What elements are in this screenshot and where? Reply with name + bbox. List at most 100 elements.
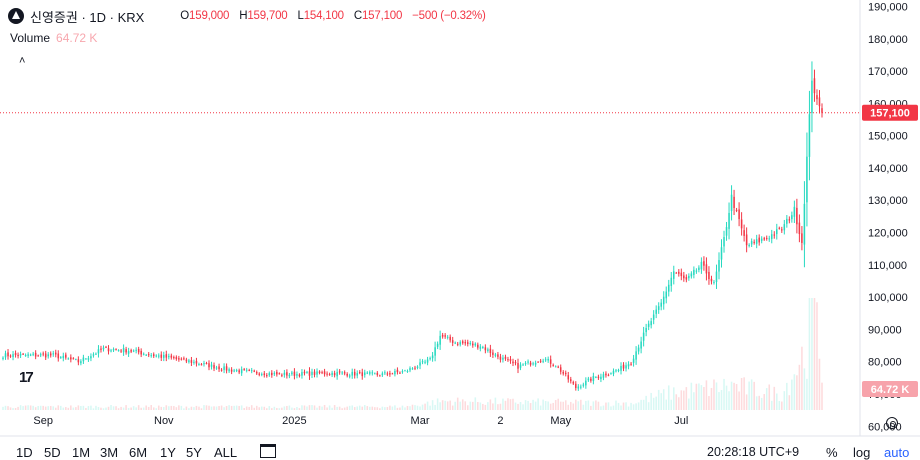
volume-bar — [180, 405, 183, 410]
candle-body — [552, 364, 554, 366]
price-axis[interactable]: 60,00070,00080,00090,000100,000110,00012… — [868, 1, 908, 433]
candle — [150, 353, 153, 358]
range-all-button[interactable]: ALL — [214, 445, 238, 460]
candle — [351, 368, 353, 379]
volume-bar — [346, 406, 348, 410]
candle — [436, 341, 439, 350]
volume-bar — [250, 405, 253, 410]
volume-bar — [54, 407, 57, 410]
candle — [356, 370, 359, 379]
candle-body — [740, 219, 743, 229]
settings-gear-icon[interactable] — [886, 417, 898, 429]
volume-bar — [693, 392, 695, 410]
candle-body — [690, 273, 693, 277]
time-axis[interactable]: Sep Nov 2025 Mar 2 May Jul — [33, 415, 688, 427]
candle — [466, 339, 469, 347]
high-value: 159,700 — [247, 10, 288, 22]
volume-bar — [708, 396, 710, 410]
price-tick-label: 110,000 — [868, 260, 907, 272]
candle-body — [210, 364, 213, 367]
candle-body — [391, 373, 394, 375]
range-5d-button[interactable]: 5D — [44, 445, 61, 460]
candle — [600, 373, 602, 383]
volume-bar — [640, 399, 642, 410]
range-5y-button[interactable]: 5Y — [186, 445, 202, 460]
candle — [195, 357, 198, 367]
volume-bar — [271, 408, 273, 410]
percent-scale-button[interactable]: % — [826, 445, 838, 460]
volume-bar — [230, 405, 233, 410]
candle — [821, 103, 823, 118]
candle-body — [612, 370, 615, 374]
volume-bar — [115, 406, 117, 410]
log-scale-button[interactable]: log — [853, 445, 871, 460]
collapse-legend-icon[interactable]: ˄ — [19, 55, 26, 67]
candle — [537, 361, 539, 363]
candle-body — [255, 371, 258, 374]
candle — [710, 275, 713, 285]
candle — [374, 372, 376, 375]
volume-bar — [411, 404, 414, 410]
range-6m-button[interactable]: 6M — [129, 445, 148, 460]
candle — [788, 216, 791, 224]
volume-bar — [728, 391, 730, 410]
candle — [755, 234, 758, 249]
price-tick-label: 150,000 — [868, 131, 908, 143]
candle — [559, 364, 562, 375]
volume-bar — [600, 406, 602, 410]
symbol-title[interactable]: 신영증권 · 1D · KRX — [30, 9, 145, 25]
volume-bar — [793, 374, 796, 410]
change-value: −500 (−0.32%) — [412, 10, 486, 22]
volume-bar — [371, 406, 374, 410]
range-1d-button[interactable]: 1D — [16, 445, 33, 460]
candle — [326, 371, 328, 377]
candle-body — [168, 356, 170, 358]
candle — [778, 226, 781, 230]
price-tick-label: 80,000 — [868, 357, 902, 369]
candle — [353, 368, 356, 379]
volume-bar — [524, 400, 527, 410]
candle — [675, 271, 678, 274]
volume-bar — [273, 406, 276, 410]
candle-body — [718, 260, 720, 272]
candle — [245, 367, 248, 373]
volume-bar — [559, 401, 562, 410]
volume-bar — [243, 407, 245, 410]
candle-body — [472, 343, 474, 346]
range-1m-button[interactable]: 1M — [72, 445, 91, 460]
volume-bar — [632, 404, 635, 410]
candle-body — [459, 342, 462, 345]
candle — [39, 352, 42, 358]
volume-bar — [808, 298, 811, 410]
candle-body — [198, 364, 200, 366]
candle — [720, 239, 723, 268]
range-1y-button[interactable]: 1Y — [160, 445, 176, 460]
volume-bar — [303, 405, 306, 410]
candle-body — [54, 352, 57, 355]
candle — [291, 370, 293, 376]
range-3m-button[interactable]: 3M — [100, 445, 119, 460]
candle-body — [813, 78, 816, 94]
volume-bar — [75, 407, 77, 410]
candle-body — [72, 358, 75, 360]
auto-scale-button[interactable]: auto — [884, 445, 910, 460]
candle — [60, 356, 62, 359]
candle-body — [301, 372, 303, 376]
candle — [678, 269, 680, 277]
candle-body — [768, 238, 771, 240]
volume-bar — [647, 402, 650, 410]
candle-body — [512, 361, 514, 364]
candle-body — [132, 350, 135, 352]
time-tick-label: Jul — [674, 415, 688, 427]
volume-bar — [735, 384, 738, 410]
volume-bar — [783, 391, 786, 410]
calendar-icon[interactable] — [260, 444, 276, 458]
volume-bar — [557, 398, 559, 410]
candle — [87, 355, 90, 362]
volume-bar — [522, 404, 524, 410]
tradingview-logo[interactable]: 17 — [19, 369, 34, 386]
candle-body — [622, 364, 625, 369]
candle — [698, 265, 700, 273]
candle-body — [602, 374, 605, 378]
